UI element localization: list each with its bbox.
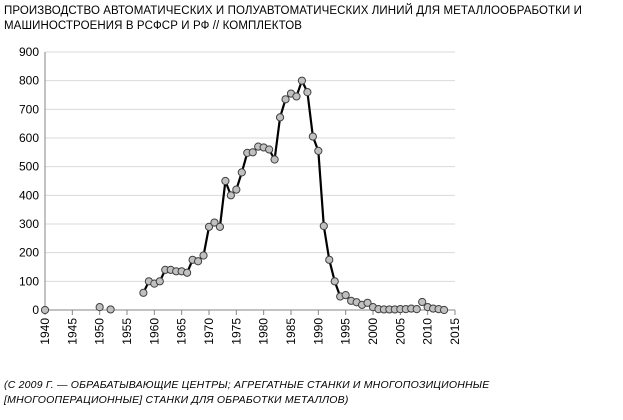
x-tick-label: 2005 xyxy=(393,318,407,345)
data-point xyxy=(412,305,421,314)
y-tick-label: 0 xyxy=(32,303,39,317)
data-point xyxy=(139,288,148,297)
data-point xyxy=(341,290,350,300)
data-point xyxy=(314,146,323,155)
y-tick-label: 800 xyxy=(19,74,39,88)
x-tick-label: 1965 xyxy=(175,318,189,345)
x-tick-label: 2000 xyxy=(366,318,380,345)
y-tick-label: 600 xyxy=(19,131,39,145)
data-point xyxy=(106,305,115,314)
data-point xyxy=(193,257,203,266)
chart-footnote: (С 2009 Г. — ОБРАБАТЫВАЮЩИЕ ЦЕНТРЫ; АГРЕ… xyxy=(4,379,490,406)
data-point xyxy=(40,305,50,315)
data-point xyxy=(275,113,285,122)
y-tick-label: 400 xyxy=(19,188,39,202)
data-point xyxy=(292,92,301,101)
series-points xyxy=(40,76,449,315)
y-tick-label: 300 xyxy=(19,217,39,231)
x-tick-labels: 1940 1945 1950 1955 1960 1965 1970 1975 1980 1985… xyxy=(38,318,462,345)
x-tick-label: 1970 xyxy=(202,318,216,345)
data-point xyxy=(183,268,192,277)
y-tick-label: 200 xyxy=(19,246,39,260)
x-tick-label: 1990 xyxy=(311,318,325,345)
y-tick-label: 700 xyxy=(19,102,39,116)
data-point xyxy=(297,76,307,85)
data-point xyxy=(308,132,317,141)
data-point xyxy=(237,168,246,177)
axes xyxy=(44,52,456,315)
x-tick-label: 1995 xyxy=(339,318,353,345)
data-point xyxy=(199,251,208,260)
x-tick-label: 1985 xyxy=(284,318,298,345)
data-point xyxy=(303,88,312,97)
x-tick-label: 1975 xyxy=(229,318,243,345)
x-tick-label: 1960 xyxy=(147,318,161,345)
x-tick-label: 1945 xyxy=(65,318,79,345)
data-point xyxy=(95,303,104,312)
x-tick-label: 2010 xyxy=(421,318,435,345)
data-point xyxy=(270,155,279,164)
y-tick-label: 900 xyxy=(19,45,39,59)
data-point xyxy=(363,298,372,307)
data-point xyxy=(319,221,328,231)
data-point xyxy=(439,305,449,315)
data-point xyxy=(325,255,334,264)
data-point xyxy=(330,277,339,286)
data-point xyxy=(265,145,274,154)
data-point xyxy=(232,185,241,194)
x-tick-label: 1980 xyxy=(257,318,271,345)
x-tick-label: 1950 xyxy=(93,318,107,345)
y-tick-label: 100 xyxy=(19,274,39,288)
data-point xyxy=(221,176,230,186)
data-point xyxy=(155,277,164,286)
x-tick-label: 1955 xyxy=(120,318,134,345)
x-tick-label: 1940 xyxy=(38,318,52,345)
data-point xyxy=(281,95,290,104)
data-point xyxy=(210,218,219,227)
data-point xyxy=(215,222,225,231)
chart-title: ПРОИЗВОДСТВО АВТОМАТИЧЕСКИХ И ПОЛУАВТОМА… xyxy=(4,5,582,32)
grid-lines xyxy=(45,51,455,282)
data-point xyxy=(204,222,214,231)
data-point xyxy=(226,191,235,200)
data-point xyxy=(418,297,427,307)
y-tick-label: 500 xyxy=(19,160,39,174)
x-tick-label: 2015 xyxy=(448,318,462,345)
y-tick-labels: 0 100 200 300 400 500 600 700 800 900 xyxy=(19,45,39,317)
data-point xyxy=(248,148,257,157)
